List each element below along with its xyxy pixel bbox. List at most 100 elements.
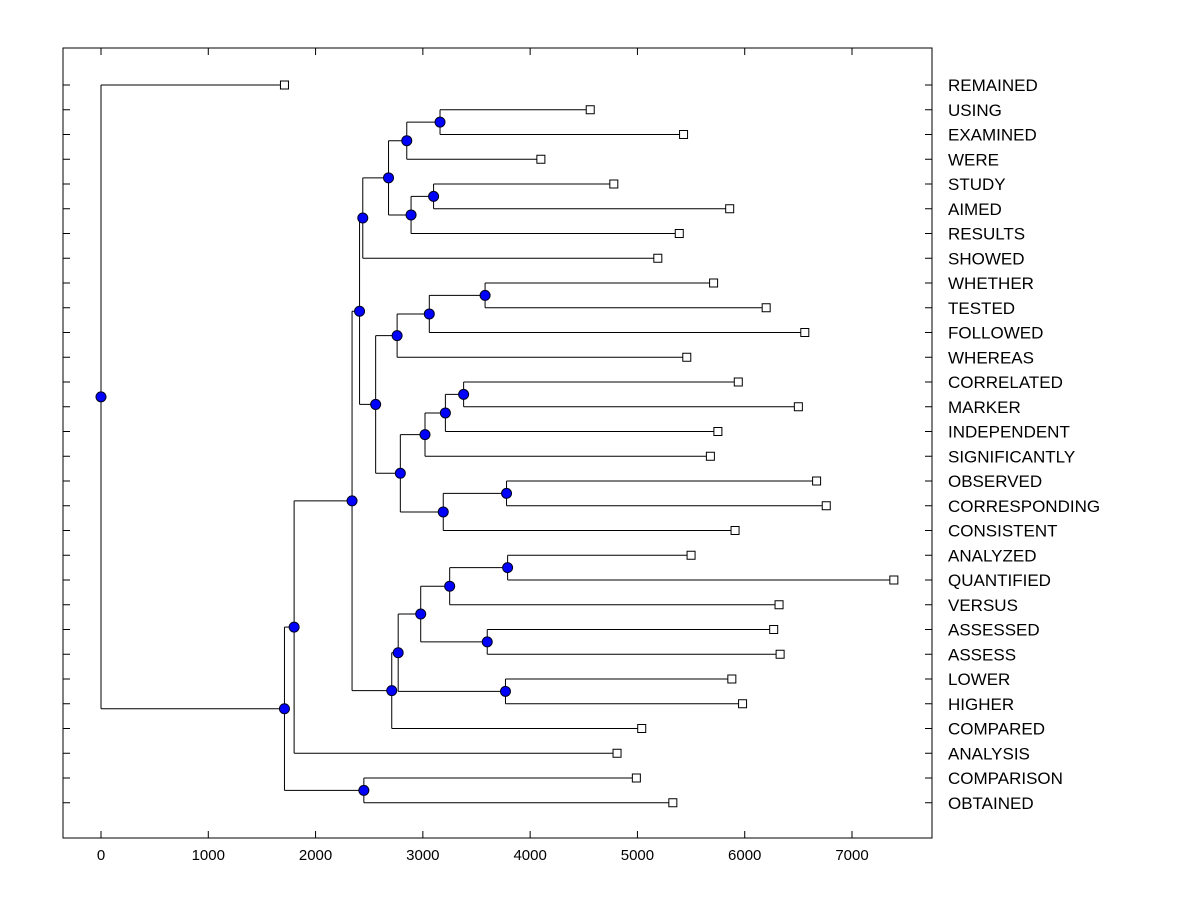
- leaf-label-followed: FOLLOWED: [948, 324, 1043, 343]
- leaf-label-versus: VERSUS: [948, 596, 1018, 615]
- leaf-marker-assessed: [769, 625, 779, 634]
- leaf-marker-quantified: [889, 575, 899, 585]
- leaf-label-study: STUDY: [948, 175, 1006, 194]
- leaf-marker-marker: [793, 402, 803, 412]
- leaf-label-independent: INDEPENDENT: [948, 423, 1070, 442]
- leaf-label-obtained: OBTAINED: [948, 794, 1034, 813]
- leaf-label-whether: WHETHER: [948, 274, 1034, 293]
- merge-node-m8: [423, 308, 435, 320]
- leaf-label-results: RESULTS: [948, 225, 1025, 244]
- leaf-label-using: USING: [948, 101, 1002, 120]
- merge-node-m24: [386, 685, 398, 697]
- leaf-marker-comparison: [631, 773, 641, 783]
- merge-node-m4: [405, 209, 417, 221]
- leaf-label-assess: ASSESS: [948, 645, 1016, 664]
- merge-node-m9: [391, 330, 403, 342]
- merge-node-m20: [481, 636, 493, 648]
- leaf-label-significantly: SIGNIFICANTLY: [948, 447, 1075, 466]
- leaf-label-remained: REMAINED: [948, 76, 1038, 95]
- merge-node-m2: [401, 135, 413, 147]
- leaf-marker-independent: [713, 427, 723, 436]
- leaf-label-tested: TESTED: [948, 299, 1015, 318]
- leaf-marker-consistent: [730, 526, 740, 535]
- x-tick-label-3000: 3000: [406, 847, 439, 864]
- leaf-marker-were: [536, 154, 546, 164]
- leaf-marker-versus: [774, 600, 784, 610]
- leaf-marker-correlated: [733, 377, 743, 387]
- leaf-marker-remained: [279, 80, 289, 90]
- merge-node-m18: [502, 562, 514, 574]
- merge-node-m27: [358, 784, 370, 796]
- x-tick-label-2000: 2000: [299, 847, 332, 864]
- leaf-marker-higher: [738, 699, 748, 709]
- leaf-label-examined: EXAMINED: [948, 126, 1037, 145]
- leaf-marker-results: [674, 229, 684, 238]
- leaf-marker-assess: [775, 649, 785, 659]
- merge-node-m12: [419, 429, 431, 441]
- axis-ticks: [63, 48, 932, 838]
- leaf-label-showed: SHOWED: [948, 249, 1025, 268]
- merge-node-m22: [499, 685, 511, 697]
- merge-node-m26: [288, 621, 300, 633]
- merge-node-m21: [415, 608, 427, 620]
- merge-node-m5: [383, 172, 395, 184]
- leaf-label-lower: LOWER: [948, 670, 1010, 689]
- leaf-marker-observed: [812, 476, 822, 486]
- merge-node-m29: [95, 391, 107, 403]
- leaf-marker-tested: [761, 303, 771, 313]
- leaf-label-were: WERE: [948, 150, 999, 169]
- leaf-marker-followed: [800, 328, 810, 337]
- x-tick-label-4000: 4000: [513, 847, 546, 864]
- x-tick-labels: 0 1000 2000 3000 4000 5000 6000 7000: [97, 847, 869, 864]
- leaf-marker-whereas: [682, 352, 692, 362]
- leaf-label-marker: MARKER: [948, 398, 1021, 417]
- merge-node-m15: [394, 467, 406, 479]
- leaf-labels: REMAINED USING EXAMINED WERE STUDY AIMED RESUL…: [948, 76, 1100, 813]
- leaf-marker-analyzed: [686, 550, 696, 560]
- merge-node-m7: [479, 289, 491, 301]
- merge-node-m1: [434, 116, 446, 128]
- leaf-label-correlated: CORRELATED: [948, 373, 1063, 392]
- merge-node-m25: [346, 495, 358, 507]
- leaf-marker-aimed: [725, 204, 735, 214]
- merge-node-m23: [392, 647, 404, 659]
- leaf-marker-using: [585, 105, 595, 115]
- leaf-label-whereas: WHEREAS: [948, 348, 1034, 367]
- merge-node-m3: [428, 190, 440, 202]
- leaf-label-comparison: COMPARISON: [948, 769, 1063, 788]
- leaf-label-observed: OBSERVED: [948, 472, 1042, 491]
- x-tick-label-7000: 7000: [835, 847, 868, 864]
- leaf-marker-corresponding: [821, 501, 831, 511]
- leaf-label-analysis: ANALYSIS: [948, 744, 1030, 763]
- x-tick-label-6000: 6000: [728, 847, 761, 864]
- leaf-marker-compared: [637, 724, 647, 733]
- merge-node-m6: [357, 212, 369, 224]
- merge-node-m13: [501, 487, 513, 499]
- merge-nodes: [95, 116, 514, 796]
- leaf-label-higher: HIGHER: [948, 695, 1014, 714]
- merge-node-m19: [444, 580, 456, 592]
- merge-node-m16: [370, 398, 382, 410]
- merge-node-m17: [354, 305, 366, 317]
- leaf-label-quantified: QUANTIFIED: [948, 571, 1051, 590]
- leaf-marker-significantly: [705, 451, 715, 461]
- leaf-marker-study: [609, 179, 619, 189]
- leaf-marker-lower: [727, 674, 737, 684]
- leaf-label-compared: COMPARED: [948, 720, 1045, 739]
- leaf-marker-whether: [709, 278, 719, 288]
- merge-node-m11: [439, 407, 451, 419]
- branch-lines: [100, 84, 894, 804]
- leaf-label-corresponding: CORRESPONDING: [948, 497, 1100, 516]
- x-tick-label-5000: 5000: [621, 847, 654, 864]
- plot-frame: [62, 47, 933, 839]
- x-tick-label-0: 0: [97, 847, 105, 864]
- merge-node-m10: [458, 388, 470, 400]
- leaf-label-assessed: ASSESSED: [948, 621, 1040, 640]
- leaf-marker-showed: [653, 253, 663, 263]
- leaf-marker-obtained: [668, 798, 678, 808]
- x-tick-label-1000: 1000: [192, 847, 225, 864]
- leaf-marker-examined: [679, 130, 689, 139]
- leaf-label-consistent: CONSISTENT: [948, 522, 1058, 541]
- leaf-marker-analysis: [612, 748, 622, 758]
